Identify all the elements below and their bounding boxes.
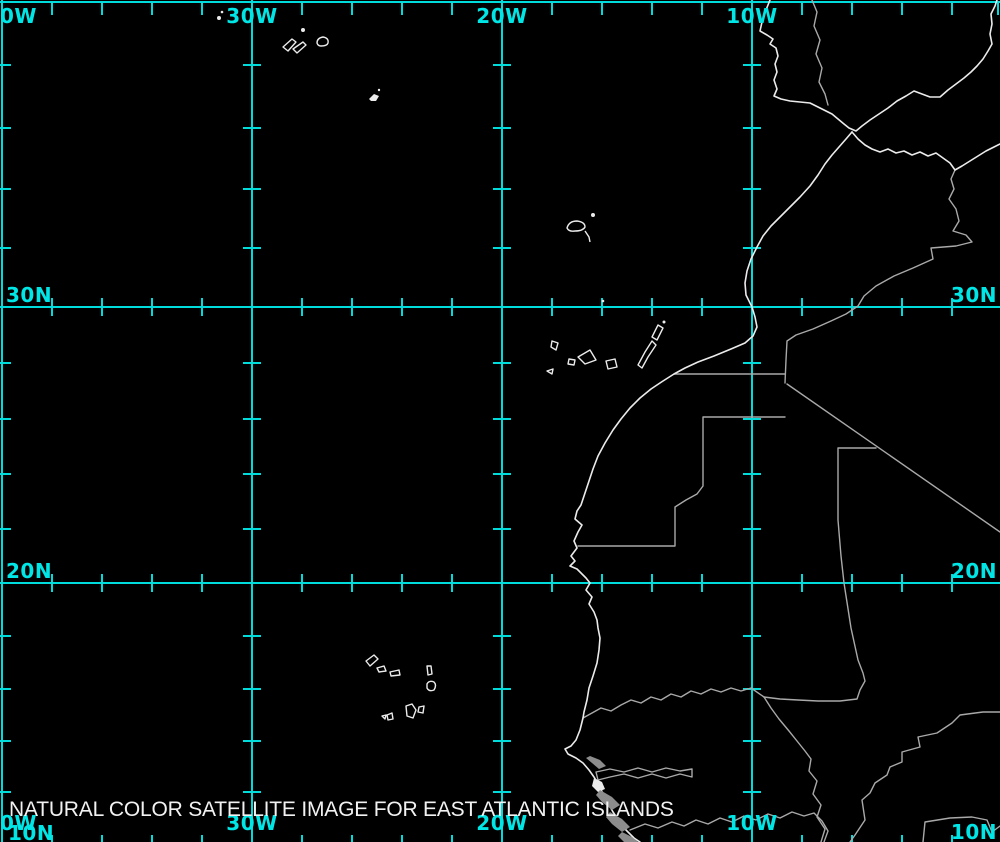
estuary-patches <box>586 756 638 842</box>
grid-label-bottom-20w: 20W <box>476 811 528 835</box>
grid-label-right-10n: 10N <box>950 820 997 842</box>
grid-label-top-10w: 10W <box>726 4 778 28</box>
island-corvo <box>220 10 224 14</box>
island-sao-jorge <box>292 41 307 54</box>
grid-label-top-30w: 30W <box>226 4 278 28</box>
island-flores <box>217 16 221 20</box>
estuary-patch <box>596 790 620 810</box>
island-la-palma <box>550 340 559 351</box>
border-burkina-ghana <box>922 816 1000 842</box>
border-portugal-spain <box>811 0 829 106</box>
madeira-islands <box>566 213 605 303</box>
coastline-africa-atlantic <box>564 131 853 842</box>
grid-label-left-20n: 20N <box>6 559 53 583</box>
island-santiago <box>405 703 417 719</box>
estuary-bright-patch <box>592 778 605 792</box>
island-el-hierro <box>546 368 554 375</box>
island-desertas <box>584 230 591 243</box>
island-sao-nicolau <box>389 669 401 677</box>
border-morocco-algeria <box>784 169 973 384</box>
border-mauritania-mali <box>763 447 877 702</box>
grid-label-bottom-10w: 10W <box>726 811 778 835</box>
island-santa-maria <box>377 88 381 92</box>
grid-label-bottom-30w: 30W <box>226 811 278 835</box>
grid-label-left-10n: 10N <box>8 821 55 842</box>
border-gambia <box>595 767 693 781</box>
island-faial-pico <box>282 38 297 52</box>
island-gran-canaria <box>605 358 618 370</box>
island-lanzarote <box>651 324 664 341</box>
island-tenerife <box>577 349 597 365</box>
border-senegal-guinea <box>629 811 829 842</box>
canary-islands <box>546 320 666 375</box>
island-fuerteventura <box>637 340 657 369</box>
island-madeira <box>566 220 586 232</box>
island-savage <box>601 299 605 303</box>
grid-label-top-0w: 0W <box>0 4 37 28</box>
coastlines <box>564 0 1000 842</box>
island-terceira <box>316 36 329 47</box>
coastline-iberia <box>759 0 998 132</box>
estuary-patch <box>586 756 606 769</box>
island-la-gomera <box>567 358 576 366</box>
cape-verde-islands <box>365 654 437 721</box>
island-brava <box>381 714 387 720</box>
estuary-patch <box>606 812 630 832</box>
island-graciosa-canary <box>662 320 666 324</box>
island-fogo <box>386 712 394 721</box>
island-porto-santo <box>591 213 595 217</box>
caption-title: NATURAL COLOR SATELLITE IMAGE FOR EAST A… <box>9 798 674 821</box>
island-graciosa <box>301 28 305 32</box>
island-sao-miguel <box>369 94 379 101</box>
border-senegal-mali <box>763 696 826 842</box>
azores-islands <box>217 10 381 101</box>
island-maio <box>417 705 425 714</box>
island-sal <box>426 665 433 676</box>
border-algeria-mauritania-mali <box>786 383 1000 533</box>
grid-label-top-20w: 20W <box>476 4 528 28</box>
grid-label-bottom-0w: 0W <box>0 811 37 835</box>
caption-block: NATURAL COLOR SATELLITE IMAGE FOR EAST A… <box>9 757 674 842</box>
border-wsahara-mauritania <box>577 416 786 547</box>
islands <box>217 10 666 721</box>
grid-label-right-20n: 20N <box>950 559 997 583</box>
island-santo-antao <box>365 654 379 667</box>
coastline-africa-mediterranean <box>851 131 1000 171</box>
grid-label-right-30n: 30N <box>950 283 997 307</box>
estuary-patch <box>618 832 638 842</box>
border-mali-burkina <box>849 711 1000 842</box>
border-senegal-river <box>582 687 765 719</box>
island-boa-vista <box>426 680 437 692</box>
grid-label-left-30n: 30N <box>6 283 53 307</box>
country-borders <box>577 0 1000 842</box>
island-sao-vicente <box>376 665 387 673</box>
